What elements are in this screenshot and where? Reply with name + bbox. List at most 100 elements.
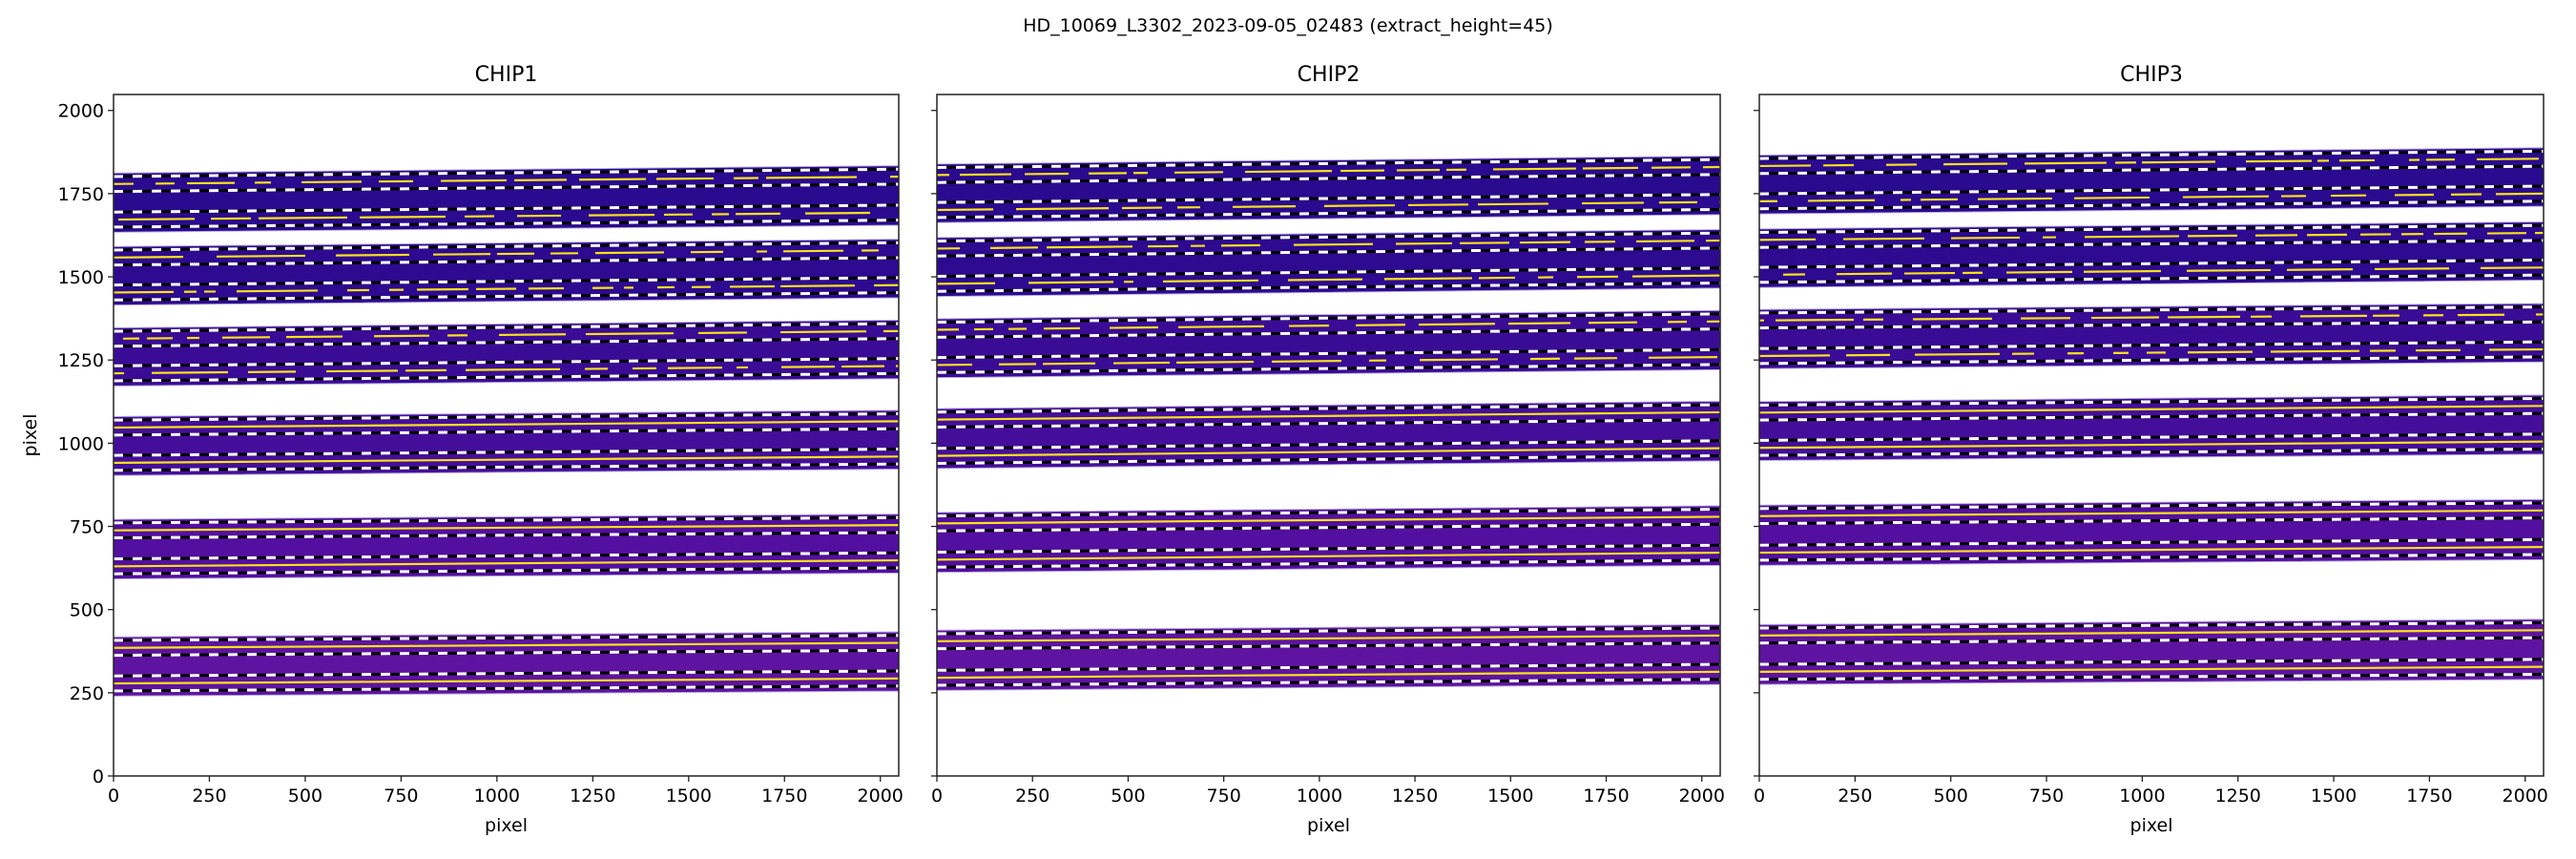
trace-line (937, 320, 1720, 331)
extraction-boundary-dashed (937, 508, 1720, 518)
extraction-boundary-dashed (937, 558, 1720, 569)
extraction-boundary-dashed (1759, 411, 2544, 422)
extraction-boundary-dashed (1759, 340, 2544, 350)
plot-area (937, 155, 1720, 691)
x-axis-label: pixel (485, 815, 528, 836)
extraction-boundary-dashed (1759, 223, 2544, 235)
x-tick-label: 1250 (2215, 786, 2261, 807)
extraction-boundary-dashed (1759, 258, 2544, 269)
x-tick-label: 1500 (666, 786, 712, 807)
order-band (937, 155, 1720, 223)
extraction-boundary-dashed (114, 566, 899, 576)
extraction-boundary-dashed (114, 256, 899, 267)
extraction-boundary-dashed (114, 371, 899, 383)
extraction-boundary-dashed (1759, 149, 2544, 160)
extraction-boundary-dashed (937, 246, 1720, 258)
trace-line (937, 551, 1720, 561)
trace-line (114, 365, 899, 375)
extraction-boundary-dashed (1759, 320, 2544, 330)
trace-line (114, 249, 899, 259)
extraction-boundary-dashed (114, 203, 899, 214)
extraction-boundary-dashed (114, 684, 899, 693)
extraction-boundary-dashed (114, 412, 899, 422)
extraction-boundary-dashed (937, 662, 1720, 672)
extraction-boundary-dashed (114, 551, 899, 561)
trace-line (1759, 231, 2544, 241)
y-tick-label: 2000 (58, 101, 104, 122)
extraction-boundary-dashed (937, 282, 1720, 293)
extraction-boundary-dashed (114, 634, 899, 642)
trace-line (114, 211, 899, 221)
y-tick-label: 1000 (58, 433, 104, 454)
extraction-boundary-dashed (114, 648, 899, 658)
extraction-boundary-dashed (114, 669, 899, 678)
extraction-boundary-dashed (937, 363, 1720, 374)
extraction-boundary-dashed (1759, 516, 2544, 526)
order-band (114, 239, 899, 306)
extraction-boundary-dashed (1759, 636, 2544, 645)
trace-line (937, 165, 1720, 177)
trace-line (937, 634, 1720, 642)
extraction-boundary-dashed (1759, 355, 2544, 366)
extraction-boundary-dashed (1759, 553, 2544, 562)
panel-title: CHIP2 (1298, 63, 1361, 87)
x-tick-label: 1000 (474, 786, 520, 807)
extraction-boundary-dashed (937, 641, 1720, 651)
extraction-boundary-dashed (1759, 184, 2544, 196)
extraction-boundary-dashed (114, 291, 899, 302)
extraction-boundary-dashed (937, 327, 1720, 339)
y-tick-label: 1750 (58, 184, 104, 205)
trace-line (114, 558, 899, 568)
x-tick-label: 1250 (1392, 786, 1438, 807)
extraction-boundary-dashed (937, 266, 1720, 279)
x-tick-label: 2000 (1679, 786, 1725, 807)
extraction-boundary-dashed (937, 312, 1720, 325)
extraction-boundary-dashed (114, 182, 899, 194)
extraction-boundary-dashed (937, 347, 1720, 360)
figure-title: HD_10069_L3302_2023-09-05_02483 (extract… (1023, 15, 1553, 36)
extraction-boundary-dashed (1759, 672, 2544, 681)
x-tick-label: 0 (1754, 786, 1765, 807)
trace-line (114, 329, 899, 340)
x-axis-label: pixel (1307, 815, 1350, 836)
trace-line (937, 200, 1720, 212)
y-tick-label: 750 (70, 517, 104, 538)
x-tick-label: 2000 (2503, 786, 2548, 807)
plot-area (1759, 147, 2544, 685)
extraction-boundary-dashed (114, 462, 899, 472)
extraction-boundary-dashed (937, 543, 1720, 555)
extraction-boundary-dashed (1759, 432, 2544, 442)
x-tick-label: 1500 (1487, 786, 1533, 807)
extraction-boundary-dashed (937, 231, 1720, 243)
trace-line (937, 274, 1720, 285)
x-tick-label: 1000 (2119, 786, 2165, 807)
trace-line (114, 455, 899, 465)
x-axis-label: pixel (2130, 815, 2173, 836)
extraction-boundary-dashed (114, 219, 899, 229)
plot-area (114, 165, 899, 697)
extraction-boundary-dashed (114, 322, 899, 333)
trace-line (114, 524, 899, 532)
extraction-boundary-dashed (1759, 305, 2544, 315)
x-tick-label: 1750 (2406, 786, 2452, 807)
extraction-boundary-dashed (114, 447, 899, 457)
extraction-boundary-dashed (937, 157, 1720, 170)
x-tick-label: 1500 (2311, 786, 2357, 807)
extraction-boundary-dashed (937, 403, 1720, 414)
trace-line (937, 515, 1720, 525)
y-axis-label: pixel (20, 414, 41, 457)
trace-line (114, 641, 899, 649)
x-tick-label: 250 (192, 786, 226, 807)
trace-line (1759, 405, 2544, 414)
axes-frame (113, 94, 900, 777)
extraction-boundary-dashed (937, 439, 1720, 450)
x-tick-label: 2000 (858, 786, 904, 807)
x-tick-label: 1000 (1297, 786, 1342, 807)
x-tick-label: 250 (1838, 786, 1872, 807)
extraction-boundary-dashed (114, 357, 899, 367)
x-tick-label: 0 (108, 786, 119, 807)
extraction-boundary-dashed (937, 173, 1720, 184)
x-tick-label: 1250 (570, 786, 615, 807)
